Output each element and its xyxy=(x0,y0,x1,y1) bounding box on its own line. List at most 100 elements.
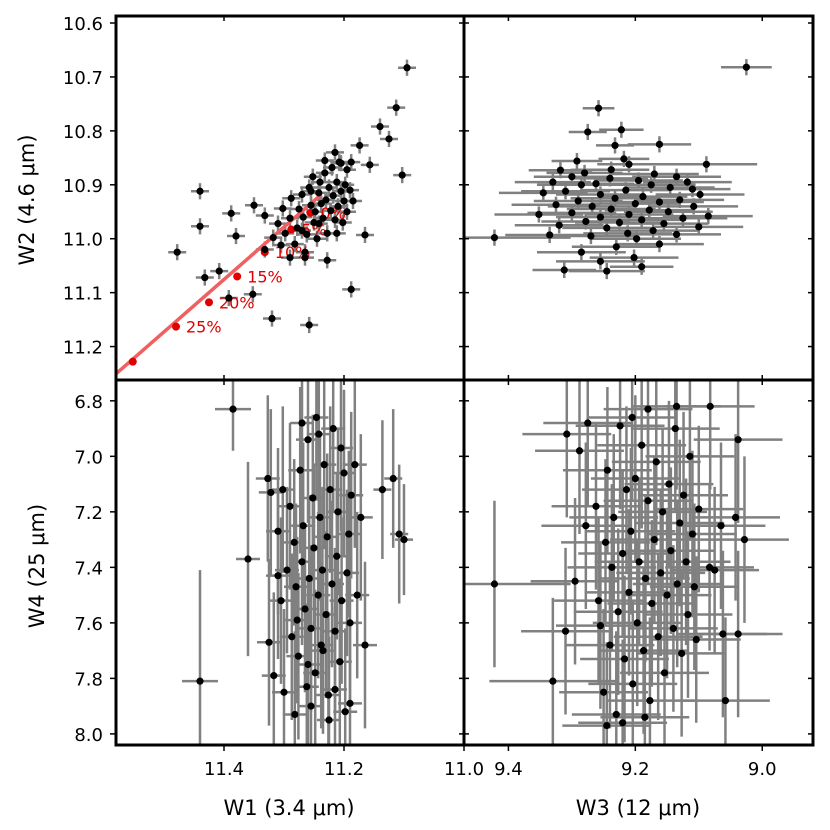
data-point xyxy=(616,422,624,430)
data-point xyxy=(641,713,649,721)
data-point xyxy=(596,257,605,265)
data-point xyxy=(690,202,698,210)
data-point xyxy=(660,220,668,228)
data-point xyxy=(490,580,499,588)
panel-w1-w4 xyxy=(182,381,413,745)
data-point xyxy=(655,240,664,248)
data-point xyxy=(299,213,307,221)
data-point xyxy=(603,721,611,730)
data-point xyxy=(346,619,354,627)
data-point xyxy=(293,616,301,624)
data-point xyxy=(535,210,543,219)
model-track-point xyxy=(205,298,213,307)
data-point xyxy=(669,624,678,633)
data-point xyxy=(638,263,646,271)
data-point xyxy=(311,669,319,677)
data-point xyxy=(385,135,393,143)
data-point xyxy=(309,173,317,181)
data-point xyxy=(552,201,560,209)
data-point xyxy=(695,505,703,513)
data-point xyxy=(634,176,643,185)
data-point xyxy=(619,549,627,558)
data-point xyxy=(705,563,714,571)
data-point xyxy=(338,597,346,605)
data-point xyxy=(346,186,354,194)
x-tick-label: 9.0 xyxy=(748,759,777,780)
data-point xyxy=(596,190,605,199)
points-w1-w4 xyxy=(196,405,408,724)
data-point xyxy=(349,197,357,205)
data-point xyxy=(307,624,315,633)
data-point xyxy=(325,183,333,192)
data-point xyxy=(340,469,348,477)
data-point xyxy=(588,202,596,210)
data-point xyxy=(615,218,624,227)
data-point xyxy=(635,558,643,566)
data-point xyxy=(580,169,589,177)
data-point xyxy=(339,218,347,227)
data-point xyxy=(719,630,727,638)
data-point xyxy=(318,566,326,574)
data-point xyxy=(329,191,337,200)
data-point xyxy=(650,170,658,178)
data-point xyxy=(692,635,700,644)
data-point xyxy=(343,166,351,174)
data-point xyxy=(316,178,324,186)
data-point xyxy=(638,216,646,224)
y-tick-label: 7.4 xyxy=(74,558,103,579)
data-point xyxy=(319,647,327,655)
data-point xyxy=(280,688,288,696)
data-point xyxy=(298,558,306,566)
data-point xyxy=(490,234,499,242)
data-point xyxy=(575,447,584,455)
data-point xyxy=(688,185,697,193)
data-point xyxy=(287,194,295,202)
data-point xyxy=(286,214,294,222)
panel-w3-w2 xyxy=(464,59,772,280)
data-point xyxy=(646,696,654,705)
model-track-label: 15% xyxy=(247,267,283,286)
data-point xyxy=(261,211,269,220)
data-point xyxy=(298,190,306,199)
data-point xyxy=(734,630,742,638)
data-point xyxy=(323,533,331,541)
data-point xyxy=(573,157,581,165)
data-point xyxy=(336,658,344,666)
y-tick-label: 10.7 xyxy=(63,68,103,89)
data-point xyxy=(173,248,181,256)
data-point xyxy=(695,223,703,231)
y-tick-label: 11.0 xyxy=(63,230,103,251)
data-point xyxy=(333,552,341,560)
data-point xyxy=(267,488,275,497)
data-point xyxy=(304,436,312,444)
data-point xyxy=(628,413,636,422)
data-point xyxy=(324,691,332,699)
data-point xyxy=(196,677,204,685)
data-point xyxy=(676,519,684,527)
data-point xyxy=(731,513,740,521)
data-point xyxy=(315,189,323,197)
data-point xyxy=(666,183,674,192)
data-point xyxy=(629,680,637,688)
data-point xyxy=(356,141,364,150)
data-point xyxy=(672,402,681,410)
data-point xyxy=(331,627,339,635)
model-track-label: 20% xyxy=(219,293,255,312)
data-point xyxy=(281,229,289,237)
y-tick-label: 7.8 xyxy=(74,669,103,690)
data-point xyxy=(639,193,647,201)
data-point xyxy=(647,181,655,189)
data-point xyxy=(333,178,341,186)
data-point xyxy=(274,572,282,580)
data-point xyxy=(343,208,351,216)
data-point xyxy=(196,222,204,230)
data-point xyxy=(301,248,309,256)
x-tick-label: 11.2 xyxy=(324,759,364,780)
data-point xyxy=(341,708,349,716)
data-point xyxy=(672,230,681,238)
points-w3-w4 xyxy=(490,402,749,730)
data-point xyxy=(645,206,653,214)
data-point xyxy=(323,229,331,237)
data-point xyxy=(301,253,309,262)
data-point xyxy=(546,231,554,239)
